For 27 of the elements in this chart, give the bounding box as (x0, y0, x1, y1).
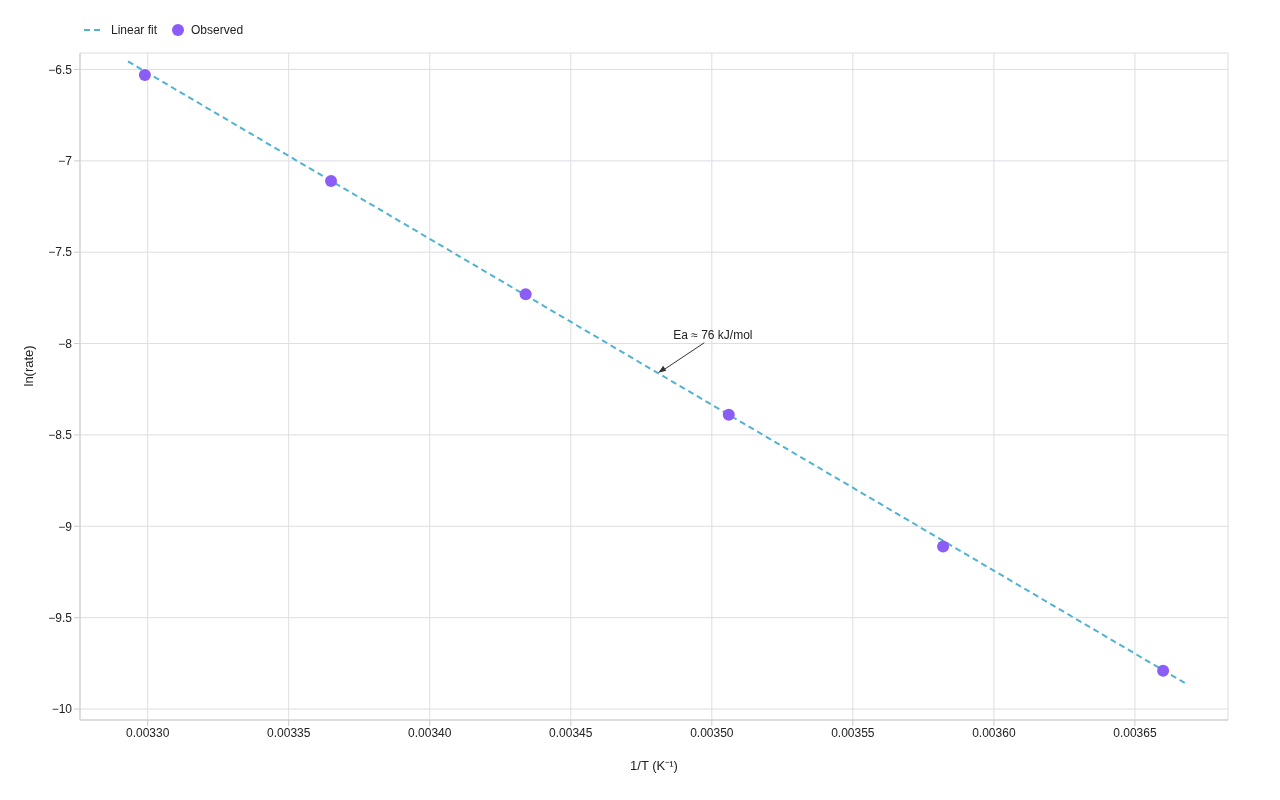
y-tick-label: −8 (58, 336, 73, 351)
annotation: Ea ≈ 76 kJ/mol (673, 327, 753, 342)
y-axis-title: ln(rate) (20, 345, 36, 387)
x-tick-label: 0.00340 (408, 725, 452, 740)
y-tick-label: −8.5 (48, 428, 73, 443)
point (1157, 664, 1170, 677)
x-tick-label: 0.00365 (1113, 725, 1157, 740)
x-tick-label: 0.00355 (831, 725, 875, 740)
y-tick-label: −9.5 (48, 610, 73, 625)
x-tick-label: 0.00350 (690, 725, 734, 740)
x-tick-label: 0.00345 (549, 725, 593, 740)
point (138, 68, 151, 81)
y-tick-label: −7.5 (48, 245, 73, 260)
y-tick-label: −6.5 (48, 62, 73, 77)
point (722, 408, 735, 421)
point (519, 288, 532, 301)
point (937, 540, 950, 553)
y-tick-label: −10 (51, 702, 73, 717)
x-tick-label: 0.00360 (972, 725, 1016, 740)
x-tick-label: 0.00335 (267, 725, 311, 740)
x-axis-title: 1/T (K⁻¹) (630, 758, 678, 773)
y-tick-label: −7 (58, 154, 73, 169)
point (325, 174, 338, 187)
x-tick-label: 0.00330 (126, 725, 170, 740)
y-tick-label: −9 (58, 519, 73, 534)
legend-label: Linear fit (111, 23, 158, 37)
legend-label: Observed (191, 23, 244, 37)
